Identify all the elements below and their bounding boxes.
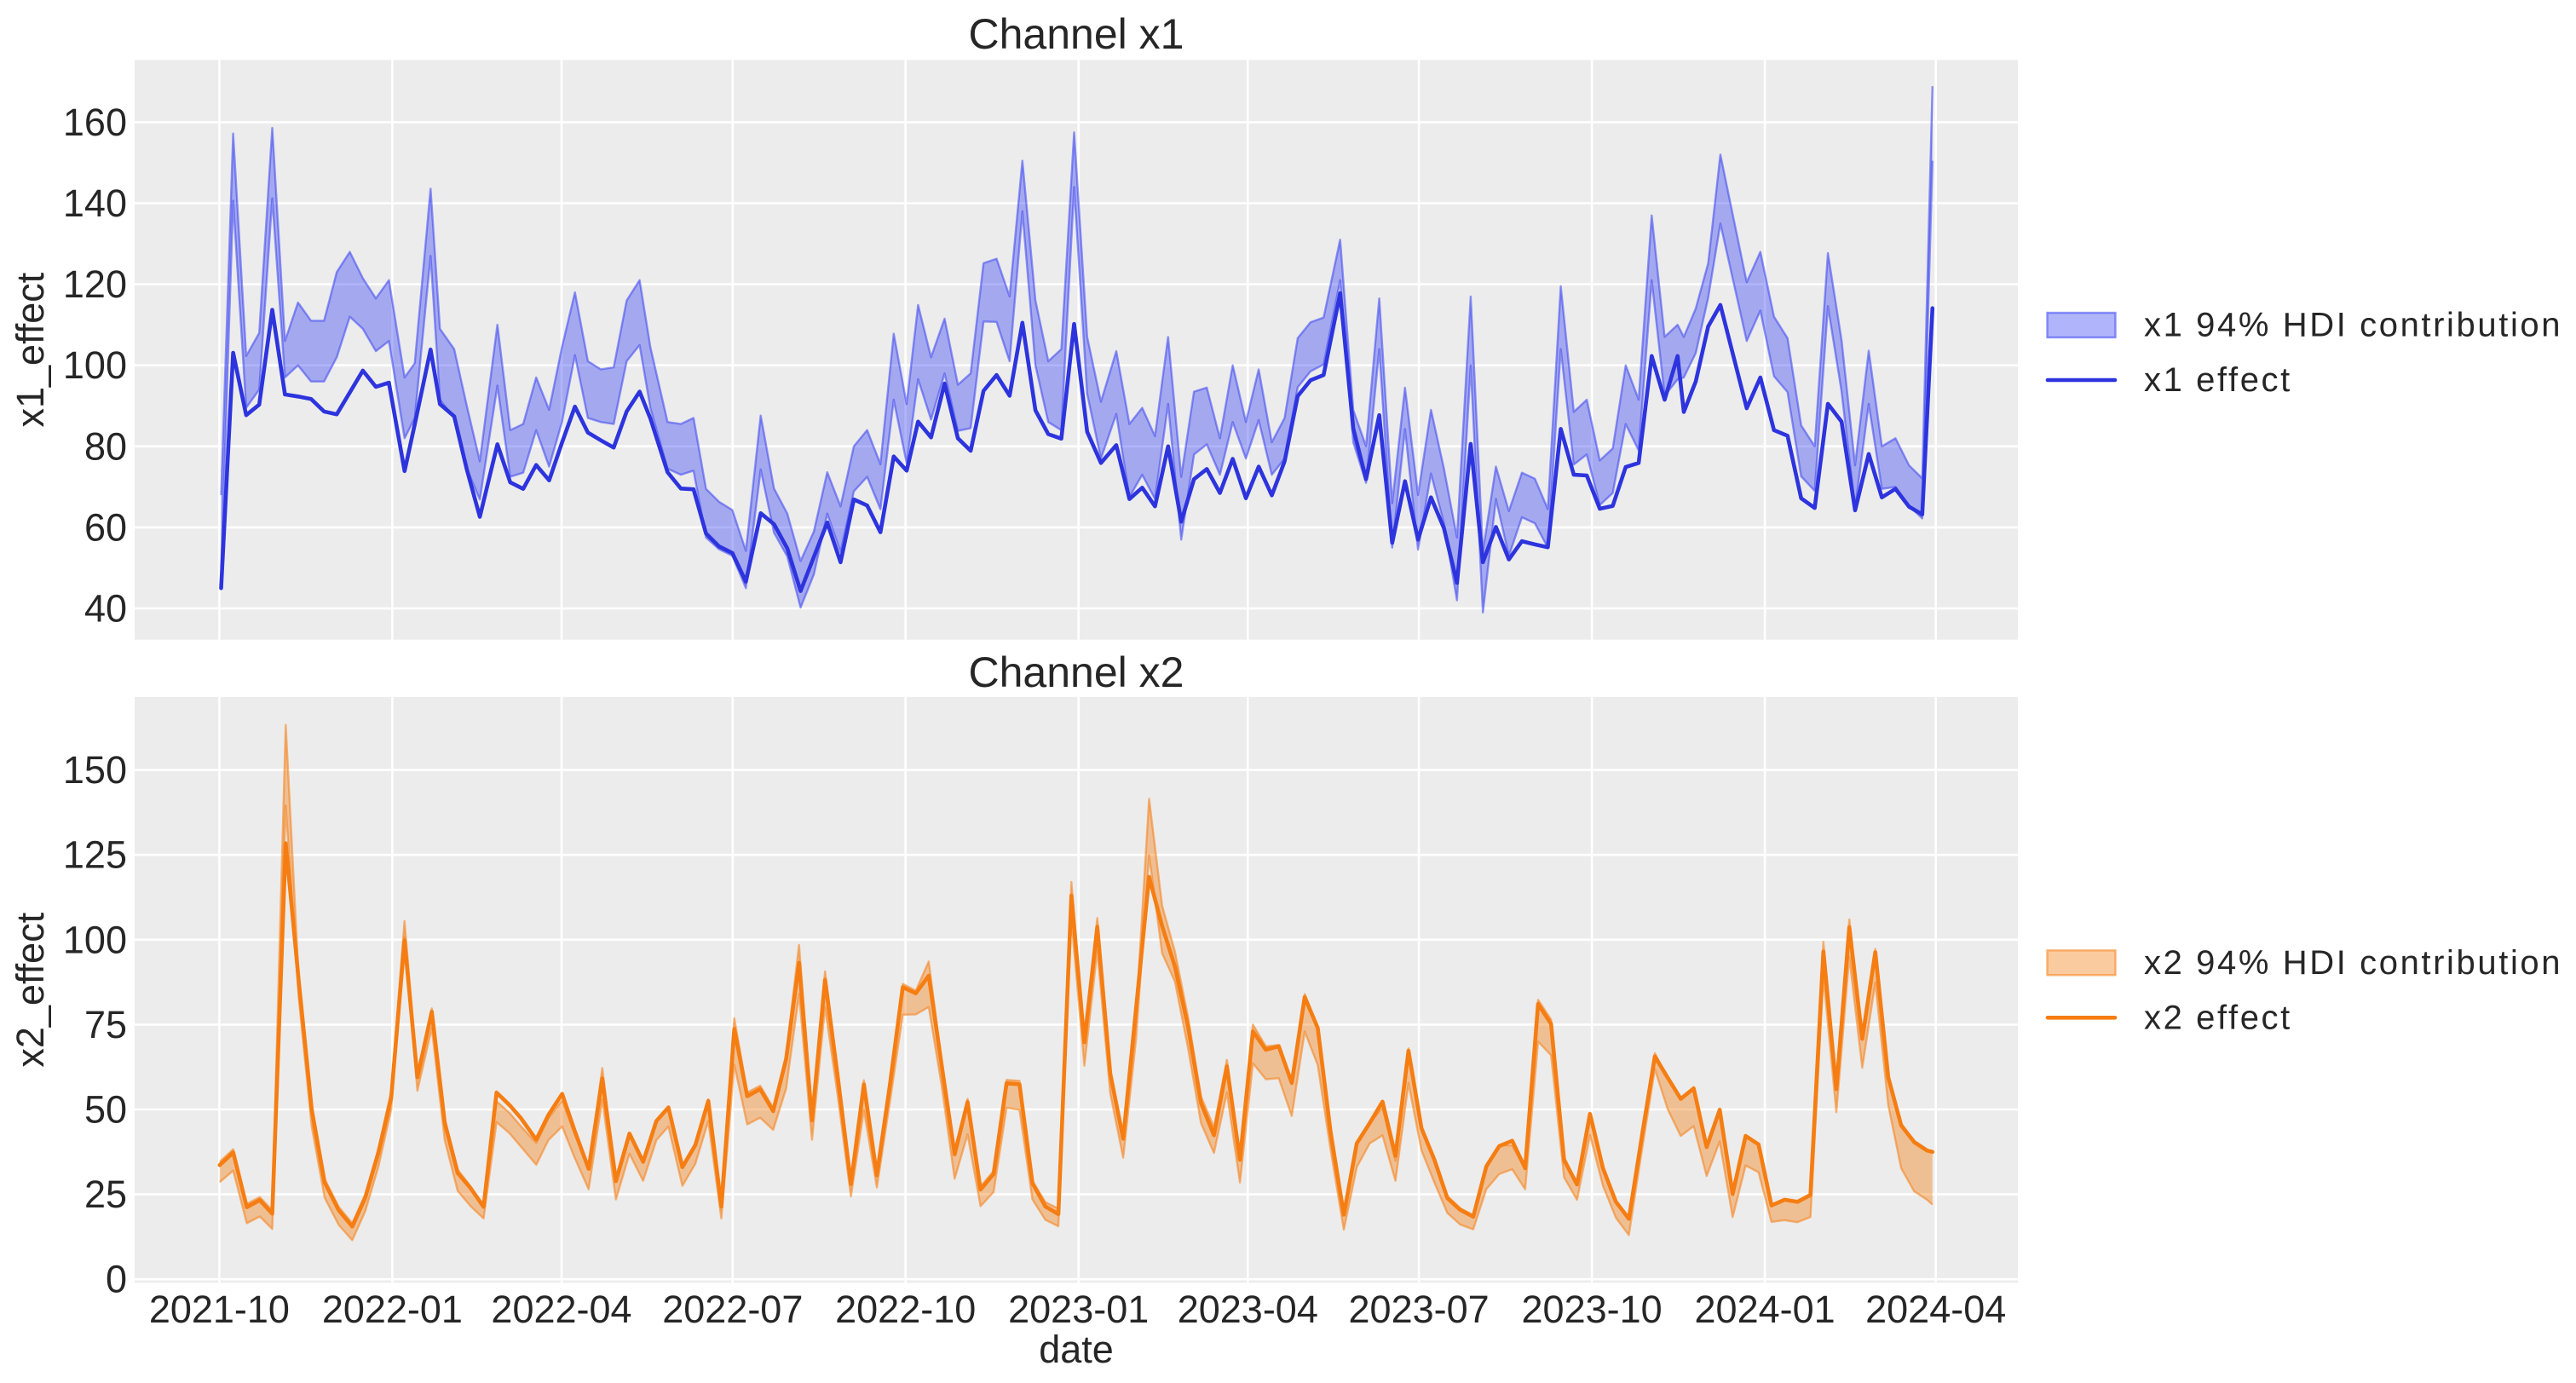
svg-text:x2_effect: x2_effect	[9, 912, 52, 1067]
svg-text:150: 150	[63, 748, 127, 792]
svg-text:x2 94% HDI contribution: x2 94% HDI contribution	[2144, 944, 2562, 982]
svg-text:2022-10: 2022-10	[835, 1288, 976, 1331]
svg-text:140: 140	[63, 182, 127, 225]
svg-text:2022-04: 2022-04	[491, 1288, 631, 1331]
svg-text:80: 80	[84, 424, 127, 468]
svg-text:x1 effect: x1 effect	[2144, 361, 2292, 399]
svg-text:2023-01: 2023-01	[1008, 1288, 1149, 1331]
svg-text:100: 100	[63, 918, 127, 961]
svg-text:120: 120	[63, 262, 127, 306]
svg-text:40: 40	[84, 587, 127, 631]
svg-text:x1 94% HDI contribution: x1 94% HDI contribution	[2144, 307, 2562, 344]
svg-text:2023-04: 2023-04	[1178, 1288, 1318, 1331]
svg-text:75: 75	[84, 1003, 127, 1046]
svg-text:60: 60	[84, 505, 127, 549]
svg-text:date: date	[1039, 1328, 1114, 1371]
svg-text:50: 50	[84, 1088, 127, 1132]
svg-text:2021-10: 2021-10	[149, 1288, 290, 1331]
svg-text:Channel x2: Channel x2	[969, 648, 1184, 696]
svg-text:2023-07: 2023-07	[1349, 1288, 1490, 1331]
svg-text:2024-04: 2024-04	[1865, 1288, 2006, 1331]
svg-text:x1_effect: x1_effect	[9, 272, 52, 427]
svg-text:2023-10: 2023-10	[1522, 1288, 1663, 1331]
svg-text:2022-07: 2022-07	[662, 1288, 803, 1331]
svg-text:125: 125	[63, 833, 127, 877]
svg-text:x2 effect: x2 effect	[2144, 999, 2292, 1036]
svg-text:2024-01: 2024-01	[1695, 1288, 1835, 1331]
svg-text:0: 0	[106, 1258, 127, 1301]
svg-text:Channel x1: Channel x1	[969, 10, 1184, 58]
svg-text:2022-01: 2022-01	[322, 1288, 463, 1331]
svg-text:25: 25	[84, 1173, 127, 1216]
svg-text:160: 160	[63, 101, 127, 144]
svg-text:100: 100	[63, 343, 127, 387]
